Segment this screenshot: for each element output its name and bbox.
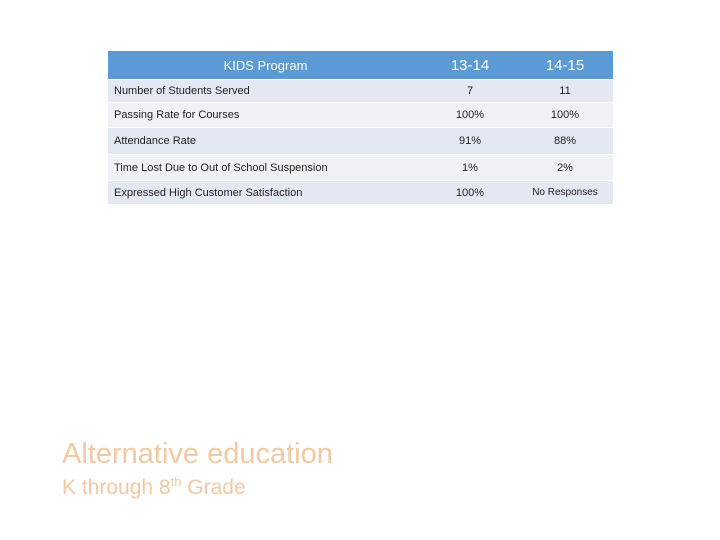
row-label: Attendance Rate xyxy=(108,127,423,155)
subtitle-text: Grade xyxy=(181,476,246,499)
subtitle-sup: th xyxy=(170,474,182,489)
row-label: Passing Rate for Courses xyxy=(108,102,423,128)
cell: 7 xyxy=(423,79,517,103)
row-label: Time Lost Due to Out of School Suspensio… xyxy=(108,154,423,181)
table-row: Time Lost Due to Out of School Suspensio… xyxy=(108,154,613,181)
cell: 88% xyxy=(517,127,613,155)
header-cell: KIDS Program xyxy=(108,51,423,80)
cell: 100% xyxy=(423,180,517,205)
header-row: KIDS Program 13-14 14-15 xyxy=(108,51,613,80)
kids-table: KIDS Program 13-14 14-15 Number of Stude… xyxy=(108,51,613,205)
cell: 91% xyxy=(423,127,517,155)
cell: 1% xyxy=(423,154,517,181)
table-row: Attendance Rate 91% 88% xyxy=(108,127,613,155)
cell: 2% xyxy=(517,154,613,181)
header-cell: 13-14 xyxy=(423,51,517,80)
table-body: Number of Students Served 7 11 Passing Rate… xyxy=(108,79,613,205)
table-row: Expressed High Customer Satisfaction 100%… xyxy=(108,180,613,205)
row-label: Number of Students Served xyxy=(108,79,423,103)
subtitle-text: K through 8 xyxy=(62,476,171,499)
slide-subtitle: K through 8th Grade xyxy=(62,474,246,500)
table-row: Number of Students Served 7 11 xyxy=(108,79,613,103)
row-label: Expressed High Customer Satisfaction xyxy=(108,180,423,205)
table-row: Passing Rate for Courses 100% 100% xyxy=(108,102,613,128)
cell: 100% xyxy=(517,102,613,128)
slide-title: Alternative education xyxy=(62,438,333,470)
cell: 100% xyxy=(423,102,517,128)
cell: 11 xyxy=(517,79,613,103)
cell: No Responses xyxy=(517,180,613,205)
header-cell: 14-15 xyxy=(517,51,613,80)
